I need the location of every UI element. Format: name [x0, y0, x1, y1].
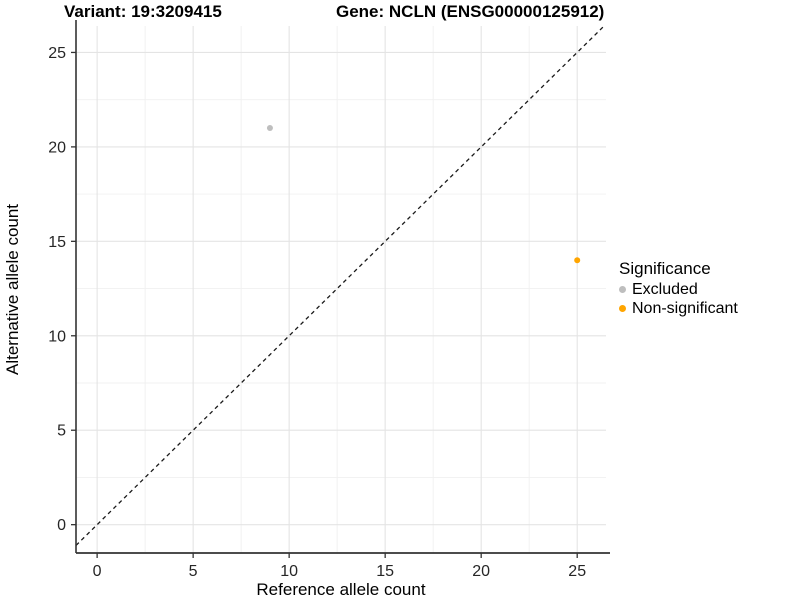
x-tick-label: 10: [280, 563, 298, 580]
data-point-non-significant: [574, 257, 581, 264]
y-tick-label: 5: [57, 423, 66, 440]
x-tick-label: 5: [189, 563, 198, 580]
gene-title: Gene: NCLN (ENSG00000125912): [336, 2, 605, 21]
x-tick-label: 25: [568, 563, 586, 580]
legend: Significance Excluded Non-significant: [619, 258, 738, 318]
x-tick-label: 15: [376, 563, 394, 580]
y-axis-title: Alternative allele count: [3, 204, 22, 375]
y-tick-label: 15: [48, 234, 66, 251]
legend-item-non-significant: Non-significant: [619, 299, 738, 318]
y-tick-label: 25: [48, 45, 66, 62]
legend-title: Significance: [619, 259, 711, 278]
x-tick-label: 20: [472, 563, 490, 580]
legend-item-label: Excluded: [632, 281, 698, 298]
non-significant-point-swatch: [619, 305, 626, 312]
y-tick-label: 0: [57, 517, 66, 534]
data-point-excluded: [266, 125, 273, 131]
x-axis-title: Reference allele count: [256, 580, 425, 599]
legend-item-label: Non-significant: [632, 300, 738, 317]
identity-line: [75, 25, 605, 546]
variant-title: Variant: 19:3209415: [64, 2, 222, 21]
x-tick-label: 0: [93, 563, 102, 580]
y-tick-label: 20: [48, 139, 66, 156]
y-tick-label: 10: [48, 328, 66, 345]
excluded-point-swatch: [619, 286, 626, 293]
legend-item-excluded: Excluded: [619, 280, 738, 299]
